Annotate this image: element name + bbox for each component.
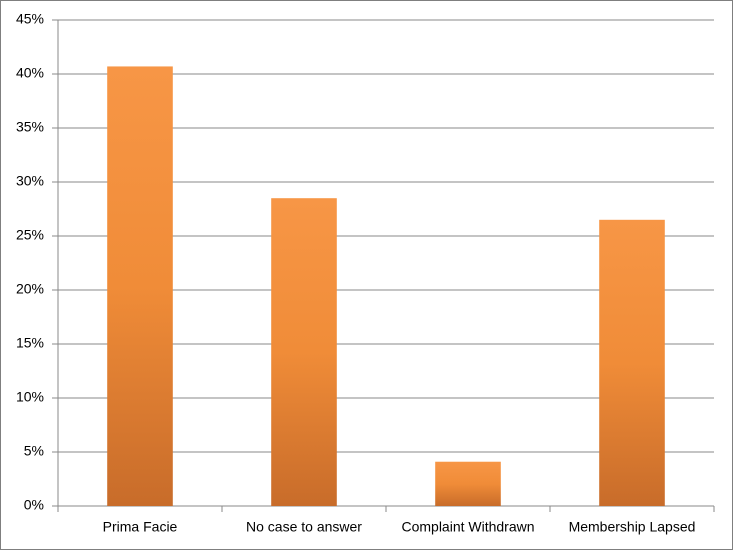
y-tick-label: 0% bbox=[24, 497, 44, 513]
bar bbox=[435, 461, 501, 506]
x-tick-label: Prima Facie bbox=[103, 519, 178, 535]
bar bbox=[107, 66, 173, 506]
y-tick-label: 25% bbox=[16, 227, 44, 243]
y-tick-label: 20% bbox=[16, 281, 44, 297]
y-tick-label: 5% bbox=[24, 443, 44, 459]
bar bbox=[271, 198, 337, 506]
x-tick-label: Complaint Withdrawn bbox=[401, 519, 534, 535]
y-tick-label: 10% bbox=[16, 389, 44, 405]
y-tick-label: 45% bbox=[16, 11, 44, 27]
x-tick-label: No case to answer bbox=[246, 519, 362, 535]
y-tick-label: 40% bbox=[16, 65, 44, 81]
x-tick-label: Membership Lapsed bbox=[569, 519, 696, 535]
bar bbox=[599, 219, 665, 507]
y-tick-label: 35% bbox=[16, 119, 44, 135]
y-tick-label: 15% bbox=[16, 335, 44, 351]
y-tick-label: 30% bbox=[16, 173, 44, 189]
